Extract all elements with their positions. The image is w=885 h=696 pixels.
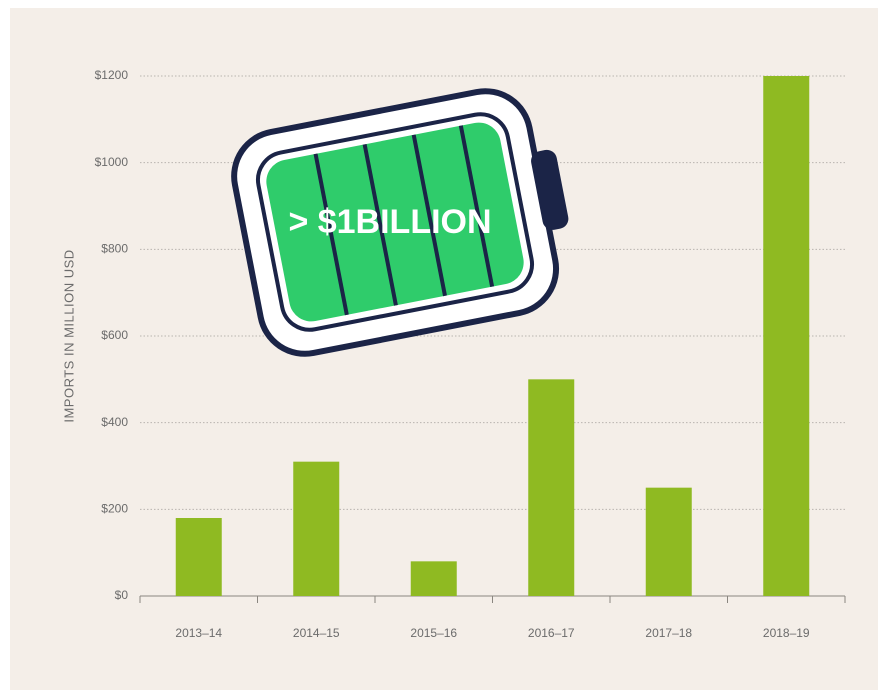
y-tick-label: $1200 <box>95 68 129 82</box>
bar <box>528 379 575 596</box>
bar <box>293 461 340 596</box>
plot-area: $0 $200 $400 $600 $800 $1000 $1200 2013–14 2014–… <box>95 68 846 640</box>
bar <box>645 487 692 596</box>
battery-cell-divider <box>362 143 398 306</box>
battery-terminal <box>531 149 569 230</box>
battery-cell-divider <box>458 125 495 288</box>
bar <box>763 76 810 596</box>
y-tick-label: $800 <box>101 242 128 256</box>
y-axis-label: IMPORTS IN MILLION USD <box>61 249 76 422</box>
battery-charge <box>266 122 524 322</box>
annotation-text: > $1BILLION <box>288 203 491 241</box>
bar <box>175 518 222 596</box>
y-tick-label: $600 <box>101 328 128 342</box>
battery-cell-divider <box>313 153 349 316</box>
y-tick-label: $400 <box>101 415 128 429</box>
x-tick-label: 2014–15 <box>293 626 340 640</box>
x-tick-label: 2015–16 <box>410 626 457 640</box>
bar <box>410 561 457 596</box>
y-tick-label: $200 <box>101 502 128 516</box>
battery-inner-outline <box>255 112 535 332</box>
x-tick-label: 2018–19 <box>763 626 810 640</box>
battery-annotation <box>231 88 569 357</box>
x-tick-label: 2013–14 <box>175 626 222 640</box>
y-tick-label: $0 <box>115 588 129 602</box>
battery-cell-divider <box>411 134 447 297</box>
y-tick-label: $1000 <box>95 155 129 169</box>
x-tick-label: 2017–18 <box>645 626 692 640</box>
x-tick-label: 2016–17 <box>528 626 575 640</box>
